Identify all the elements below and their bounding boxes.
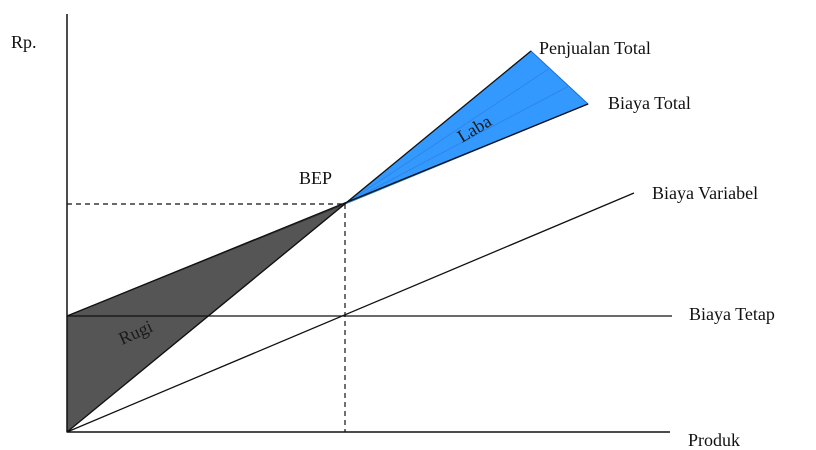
fixed-cost-label: Biaya Tetap xyxy=(689,304,775,324)
total-cost-line xyxy=(66,103,589,317)
x-axis-label: Produk xyxy=(688,430,740,450)
total-sales-line xyxy=(66,50,532,433)
profit-region-ray xyxy=(344,67,551,205)
variable-cost-label: Biaya Variabel xyxy=(652,183,758,203)
profit-region-ray xyxy=(344,85,570,205)
y-axis-label: Rp. xyxy=(11,32,37,52)
total-cost-label: Biaya Total xyxy=(608,93,691,113)
variable-cost-line xyxy=(66,192,635,433)
bep-label: BEP xyxy=(299,168,332,188)
total-sales-label: Penjualan Total xyxy=(539,38,651,58)
